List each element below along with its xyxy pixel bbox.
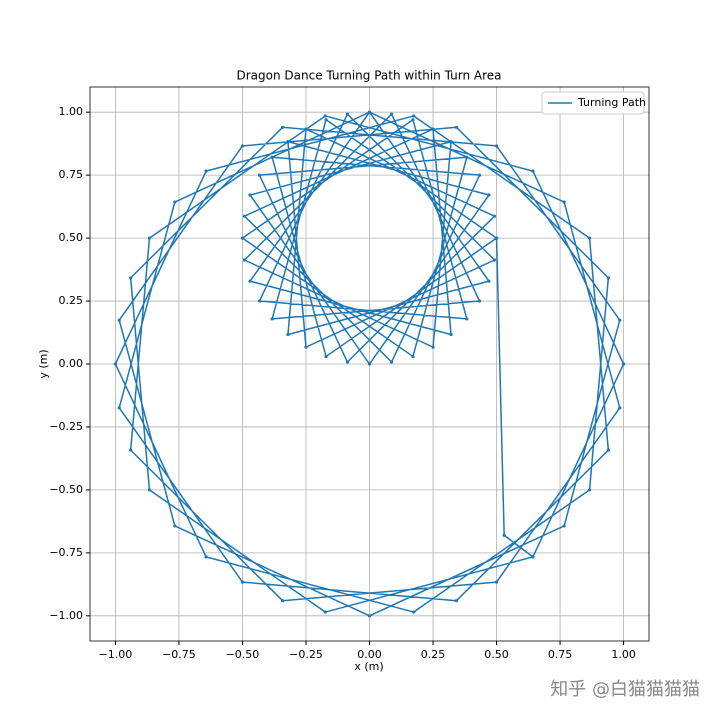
y-tick-label: 0.25 <box>59 294 84 307</box>
data-point <box>248 193 252 197</box>
data-point <box>562 200 566 204</box>
x-tick-label: 0.25 <box>421 648 446 661</box>
x-axis-label: x (m) <box>354 660 383 673</box>
data-point <box>531 555 535 559</box>
data-point <box>242 258 247 262</box>
data-point <box>494 144 499 148</box>
data-point <box>147 488 152 492</box>
chart-title: Dragon Dance Turning Path within Turn Ar… <box>237 69 502 83</box>
data-point <box>431 345 435 349</box>
data-point <box>487 193 491 197</box>
data-point <box>492 214 497 218</box>
data-point <box>449 140 453 144</box>
data-point <box>270 317 274 321</box>
data-point <box>390 112 394 116</box>
data-point <box>323 114 327 118</box>
data-point <box>477 173 482 177</box>
data-point <box>531 169 535 173</box>
y-tick-label: 0.00 <box>59 357 84 370</box>
data-point <box>129 276 133 280</box>
data-point <box>270 155 274 159</box>
legend-box <box>541 91 645 115</box>
x-tick-label: 0.50 <box>484 648 509 661</box>
data-point <box>240 144 245 148</box>
data-point <box>147 236 152 240</box>
data-point <box>431 127 435 131</box>
data-point <box>454 599 458 603</box>
x-tick-label: 1.00 <box>611 648 636 661</box>
data-point <box>286 140 290 144</box>
x-tick-label: 0.75 <box>548 648 573 661</box>
legend-label: Turning Path <box>577 96 646 109</box>
data-point <box>562 524 566 528</box>
data-point <box>618 406 622 410</box>
data-point <box>113 362 118 366</box>
data-point <box>621 362 626 366</box>
data-point <box>492 258 497 262</box>
data-point <box>248 279 252 283</box>
x-tick-label: −0.25 <box>289 648 323 661</box>
data-point <box>257 173 262 177</box>
data-point <box>345 360 349 364</box>
y-axis-label: y (m) <box>37 349 50 378</box>
data-point <box>204 555 208 559</box>
data-point <box>304 345 308 349</box>
y-tick-label: −1.00 <box>49 609 83 622</box>
y-tick-label: 0.75 <box>59 168 84 181</box>
data-point <box>281 125 285 129</box>
x-tick-label: −0.50 <box>226 648 260 661</box>
y-tick-label: 1.00 <box>59 105 84 118</box>
data-point <box>242 214 247 218</box>
data-point <box>173 200 177 204</box>
data-point <box>477 299 482 303</box>
data-point <box>367 614 372 618</box>
data-point <box>281 599 285 603</box>
data-point <box>606 448 610 452</box>
data-point <box>117 318 121 322</box>
data-point <box>465 155 469 159</box>
data-point <box>323 610 327 614</box>
data-point <box>487 279 491 283</box>
data-point <box>618 318 622 322</box>
data-point <box>286 332 290 337</box>
data-point <box>240 236 245 240</box>
data-point <box>324 354 328 359</box>
data-point <box>345 112 349 116</box>
data-point <box>606 276 610 280</box>
data-point <box>411 118 415 122</box>
data-point <box>494 580 499 584</box>
data-point <box>502 533 506 537</box>
data-point <box>465 317 469 321</box>
data-point <box>129 448 133 452</box>
data-point <box>117 406 121 410</box>
data-point <box>367 110 372 114</box>
y-tick-label: 0.50 <box>59 231 84 244</box>
data-point <box>304 127 308 131</box>
x-tick-label: −0.75 <box>162 648 196 661</box>
data-point <box>240 580 245 584</box>
data-point <box>411 354 415 359</box>
y-tick-label: −0.25 <box>49 420 83 433</box>
x-tick-label: 0.00 <box>357 648 382 661</box>
data-point <box>494 236 499 240</box>
data-point <box>449 332 453 337</box>
data-point <box>587 236 592 240</box>
data-point <box>390 360 394 364</box>
x-tick-label: −1.00 <box>99 648 133 661</box>
data-point <box>367 362 372 366</box>
data-point <box>412 610 416 614</box>
data-point <box>454 125 458 129</box>
data-point <box>173 524 177 528</box>
data-point <box>324 118 328 122</box>
watermark: 知乎 @白猫猫猫猫 <box>550 679 700 700</box>
plot-frame <box>89 86 650 642</box>
y-tick-label: −0.75 <box>49 546 83 559</box>
y-tick-label: −0.50 <box>49 483 83 496</box>
data-point <box>204 169 208 173</box>
data-point <box>412 114 416 118</box>
data-point <box>587 488 592 492</box>
data-point <box>257 299 262 303</box>
